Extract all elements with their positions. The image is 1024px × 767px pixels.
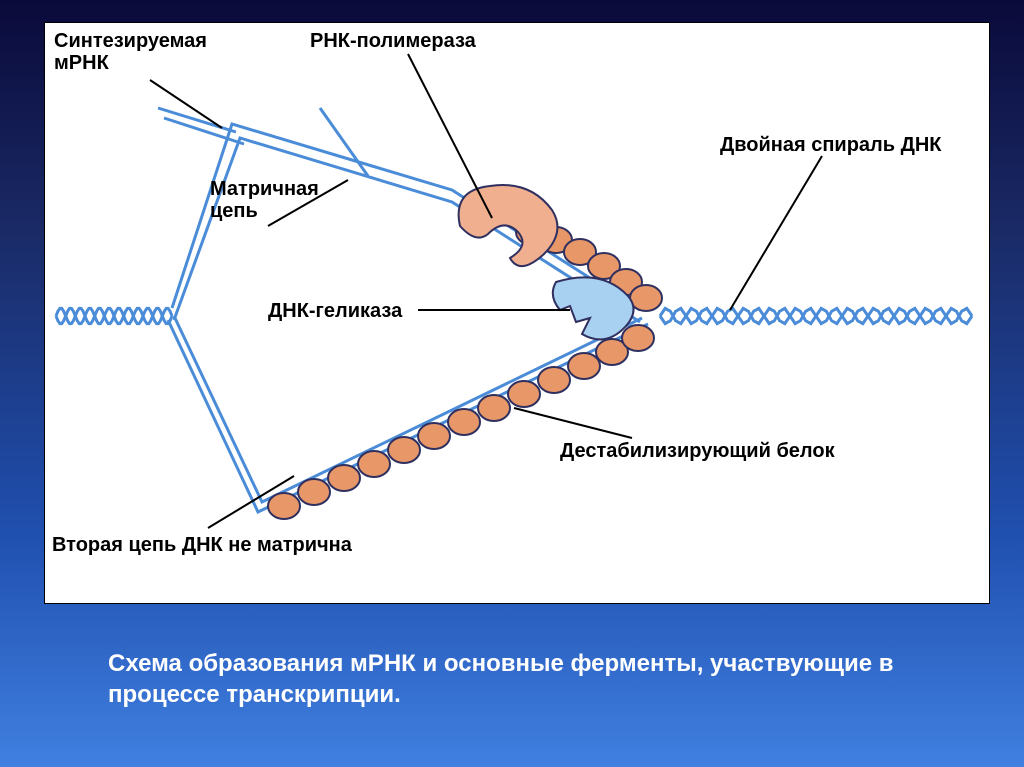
label-helix: Двойная спираль ДНК <box>720 134 942 156</box>
label-mrna: СинтезируемаямРНК <box>54 30 207 74</box>
label-polymerase: РНК-полимераза <box>310 30 476 52</box>
label-template: Матричнаяцепь <box>210 178 319 222</box>
label-helicase: ДНК-геликаза <box>268 300 402 322</box>
label-nonmatrix: Вторая цепь ДНК не матрична <box>52 534 352 556</box>
label-destab: Дестабилизирующий белок <box>560 440 835 462</box>
caption-text: Схема образования мРНК и основные фермен… <box>108 648 894 710</box>
